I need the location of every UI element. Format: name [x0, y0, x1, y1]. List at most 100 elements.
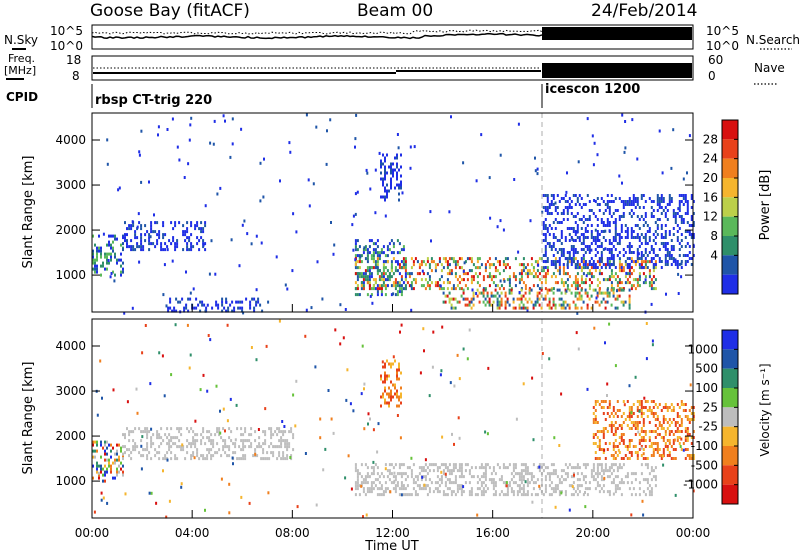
scatter-cell — [400, 165, 402, 169]
scatter-cell — [640, 436, 643, 439]
scatter-cell — [662, 427, 665, 430]
scatter-cell — [660, 266, 663, 269]
scatter-cell — [574, 287, 577, 291]
scatter-cell — [170, 221, 173, 225]
scatter-cell — [530, 300, 533, 304]
scatter-cell — [196, 224, 199, 228]
scatter-cell — [112, 246, 114, 250]
scatter-cell — [92, 252, 94, 256]
scatter-cell — [598, 263, 601, 267]
scatter-cell — [292, 448, 295, 452]
scatter-cell — [234, 445, 237, 449]
scatter-cell — [606, 203, 609, 206]
scatter-cell — [690, 418, 693, 421]
scatter-cell — [594, 236, 597, 239]
scatter-cell — [180, 485, 183, 489]
scatter-cell — [502, 493, 505, 497]
scatter-cell — [404, 493, 407, 497]
scatter-cell — [136, 411, 139, 415]
scatter-cell — [584, 230, 587, 233]
scatter-cell — [598, 245, 601, 248]
scatter-cell — [544, 297, 547, 301]
scatter-cell — [582, 263, 585, 266]
scatter-cell — [436, 284, 439, 288]
scatter-cell — [321, 297, 324, 301]
scatter-cell — [446, 260, 449, 264]
scatter-cell — [354, 293, 357, 297]
scatter-cell — [158, 436, 161, 440]
scatter-cell — [582, 254, 585, 257]
scatter-cell — [176, 145, 179, 149]
scatter-cell — [610, 463, 613, 467]
scatter-cell — [96, 249, 98, 253]
scatter-cell — [658, 260, 661, 263]
scatter-cell — [286, 454, 289, 458]
scatter-cell — [504, 266, 507, 270]
scatter-cell — [548, 306, 551, 310]
scatter-cell — [400, 484, 403, 488]
scatter-cell — [207, 334, 210, 337]
scatter-cell — [514, 278, 517, 282]
scatter-cell — [400, 392, 402, 396]
scatter-cell — [254, 430, 257, 434]
scatter-cell — [94, 449, 96, 453]
scatter-cell — [400, 395, 402, 399]
scatter-cell — [630, 481, 633, 485]
scatter-cell — [552, 472, 555, 476]
scatter-cell — [522, 303, 525, 307]
scatter-cell — [676, 212, 679, 215]
scatter-cell — [614, 272, 617, 276]
scatter-cell — [372, 466, 375, 470]
scatter-cell — [614, 239, 617, 242]
scatter-cell — [265, 344, 268, 348]
scatter-cell — [274, 430, 277, 434]
scatter-cell — [166, 451, 169, 455]
scatter-cell — [388, 404, 390, 408]
scatter-cell — [522, 263, 525, 267]
scatter-cell — [690, 442, 693, 445]
scatter-cell — [400, 284, 403, 288]
scatter-cell — [374, 251, 377, 255]
scatter-cell — [648, 421, 651, 424]
scatter-cell — [646, 415, 649, 418]
scatter-cell — [374, 248, 377, 252]
scatter-cell — [482, 294, 485, 298]
scatter-cell — [286, 448, 289, 452]
scatter-cell — [110, 467, 112, 471]
scatter-cell — [544, 218, 547, 221]
scatter-cell — [374, 484, 377, 488]
scatter-cell — [110, 464, 112, 468]
scatter-cell — [662, 454, 664, 458]
scatter-cell — [436, 490, 439, 494]
scatter-cell — [588, 251, 591, 254]
scatter-cell — [142, 454, 145, 458]
scatter-cell — [688, 433, 691, 436]
scatter-cell — [384, 490, 387, 494]
scatter-cell — [442, 257, 445, 261]
scatter-cell — [442, 472, 445, 476]
scatter-cell — [608, 424, 611, 427]
scatter-cell — [134, 236, 137, 240]
scatter-cell — [402, 260, 405, 264]
scatter-cell — [168, 499, 171, 503]
scatter-cell — [362, 248, 365, 252]
scatter-cell — [634, 421, 637, 424]
scatter-cell — [512, 475, 515, 479]
scatter-cell — [488, 478, 491, 482]
scatter-cell — [640, 412, 643, 415]
scatter-cell — [204, 309, 207, 313]
scatter-cell — [282, 451, 285, 455]
scatter-cell — [130, 430, 133, 434]
scatter-cell — [234, 442, 237, 446]
scatter-cell — [506, 490, 509, 494]
scatter-cell — [168, 239, 171, 243]
scatter-cell — [436, 487, 439, 491]
scatter-cell — [678, 206, 681, 209]
scatter-cell — [164, 248, 167, 252]
scatter-cell — [148, 451, 151, 455]
scatter-cell — [376, 260, 379, 264]
scatter-cell — [240, 433, 243, 437]
scatter-cell — [608, 212, 611, 215]
scatter-cell — [254, 452, 257, 456]
scatter-cell — [454, 478, 457, 482]
